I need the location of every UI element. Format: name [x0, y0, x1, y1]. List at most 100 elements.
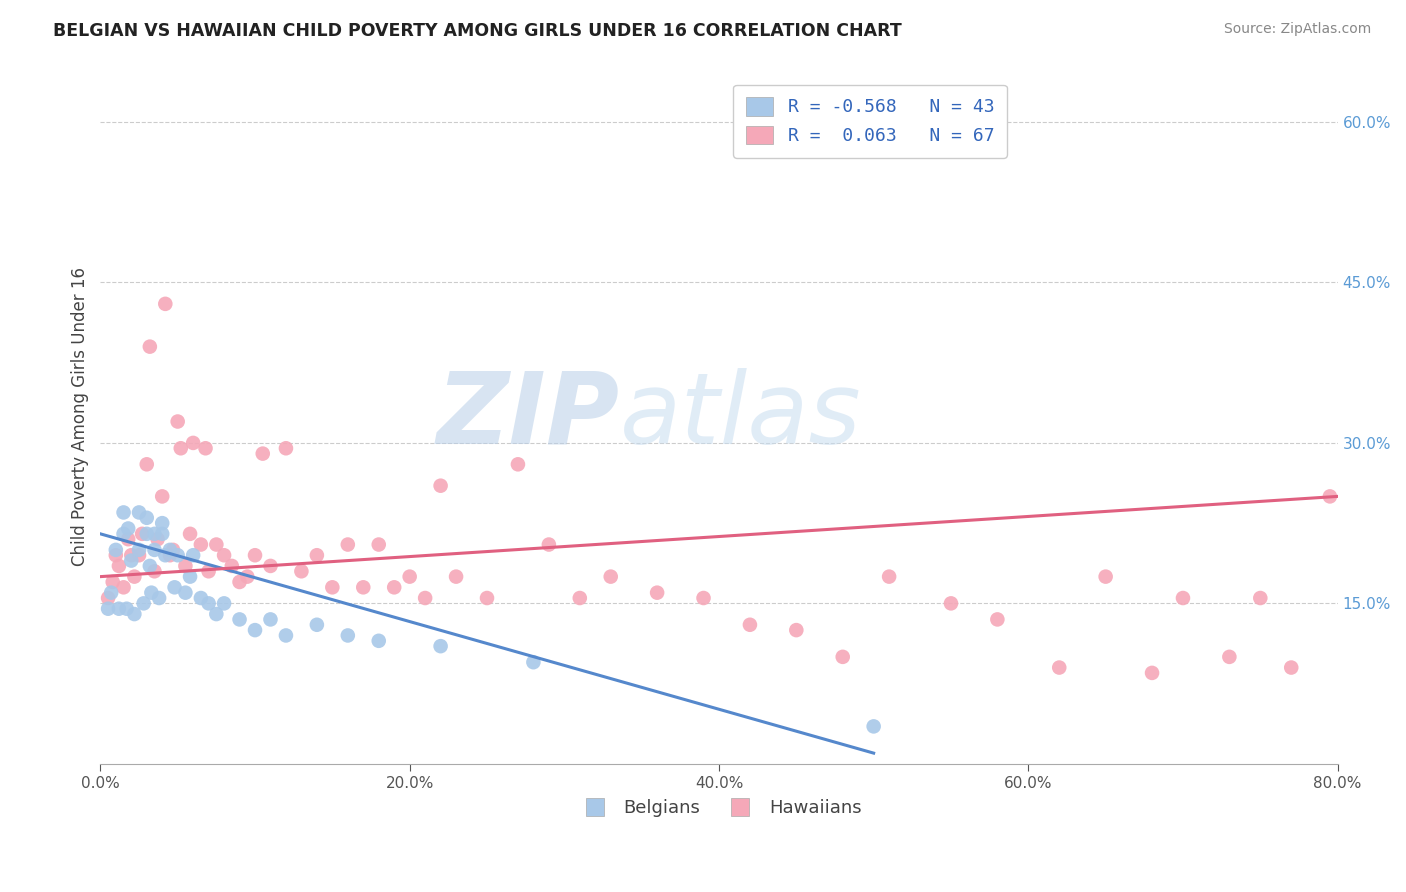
- Point: [221, 558, 243, 573]
- Point: [429, 639, 451, 653]
- Point: [100, 585, 122, 599]
- Point: [274, 628, 297, 642]
- Point: [112, 505, 135, 519]
- Point: [290, 564, 312, 578]
- Point: [228, 574, 250, 589]
- Point: [150, 516, 173, 530]
- Point: [1319, 490, 1341, 504]
- Point: [135, 458, 157, 472]
- Point: [128, 542, 150, 557]
- Point: [336, 537, 359, 551]
- Point: [1249, 591, 1271, 605]
- Point: [259, 612, 281, 626]
- Point: [568, 591, 591, 605]
- Point: [162, 542, 184, 557]
- Point: [444, 569, 467, 583]
- Point: [205, 607, 228, 621]
- Text: BELGIAN VS HAWAIIAN CHILD POVERTY AMONG GIRLS UNDER 16 CORRELATION CHART: BELGIAN VS HAWAIIAN CHILD POVERTY AMONG …: [53, 22, 903, 40]
- Point: [132, 596, 155, 610]
- Point: [522, 655, 544, 669]
- Point: [321, 580, 343, 594]
- Point: [108, 601, 131, 615]
- Point: [128, 548, 150, 562]
- Point: [104, 548, 127, 562]
- Point: [1047, 660, 1070, 674]
- Point: [831, 649, 853, 664]
- Point: [413, 591, 436, 605]
- Point: [599, 569, 621, 583]
- Point: [367, 537, 389, 551]
- Point: [139, 340, 162, 354]
- Point: [166, 548, 188, 562]
- Point: [170, 442, 193, 456]
- Point: [228, 612, 250, 626]
- Point: [135, 510, 157, 524]
- Point: [212, 548, 235, 562]
- Point: [179, 569, 201, 583]
- Point: [179, 526, 201, 541]
- Text: ZIP: ZIP: [437, 368, 620, 465]
- Point: [398, 569, 420, 583]
- Legend: Belgians, Hawaiians: Belgians, Hawaiians: [569, 792, 869, 824]
- Point: [212, 596, 235, 610]
- Point: [190, 537, 212, 551]
- Point: [243, 623, 266, 637]
- Point: [1279, 660, 1302, 674]
- Point: [785, 623, 807, 637]
- Point: [877, 569, 900, 583]
- Point: [645, 585, 668, 599]
- Point: [97, 601, 120, 615]
- Point: [429, 479, 451, 493]
- Point: [181, 436, 204, 450]
- Point: [128, 505, 150, 519]
- Text: atlas: atlas: [620, 368, 862, 465]
- Point: [986, 612, 1008, 626]
- Point: [382, 580, 405, 594]
- Point: [104, 542, 127, 557]
- Point: [1171, 591, 1194, 605]
- Point: [305, 617, 328, 632]
- Text: Source: ZipAtlas.com: Source: ZipAtlas.com: [1223, 22, 1371, 37]
- Point: [150, 526, 173, 541]
- Point: [148, 591, 170, 605]
- Point: [336, 628, 359, 642]
- Point: [163, 580, 186, 594]
- Point: [862, 719, 884, 733]
- Point: [112, 526, 135, 541]
- Point: [1094, 569, 1116, 583]
- Point: [117, 532, 139, 546]
- Point: [143, 526, 166, 541]
- Point: [124, 607, 146, 621]
- Point: [506, 458, 529, 472]
- Point: [738, 617, 761, 632]
- Point: [181, 548, 204, 562]
- Point: [243, 548, 266, 562]
- Point: [112, 580, 135, 594]
- Point: [155, 548, 177, 562]
- Point: [197, 596, 219, 610]
- Point: [475, 591, 498, 605]
- Point: [131, 526, 153, 541]
- Point: [174, 585, 197, 599]
- Point: [97, 591, 120, 605]
- Y-axis label: Child Poverty Among Girls Under 16: Child Poverty Among Girls Under 16: [72, 267, 89, 566]
- Point: [159, 542, 181, 557]
- Point: [190, 591, 212, 605]
- Point: [135, 526, 157, 541]
- Point: [259, 558, 281, 573]
- Point: [143, 542, 166, 557]
- Point: [150, 490, 173, 504]
- Point: [117, 521, 139, 535]
- Point: [236, 569, 259, 583]
- Point: [141, 585, 163, 599]
- Point: [274, 442, 297, 456]
- Point: [146, 532, 169, 546]
- Point: [108, 558, 131, 573]
- Point: [120, 553, 142, 567]
- Point: [101, 574, 124, 589]
- Point: [305, 548, 328, 562]
- Point: [197, 564, 219, 578]
- Point: [120, 548, 142, 562]
- Point: [155, 297, 177, 311]
- Point: [367, 633, 389, 648]
